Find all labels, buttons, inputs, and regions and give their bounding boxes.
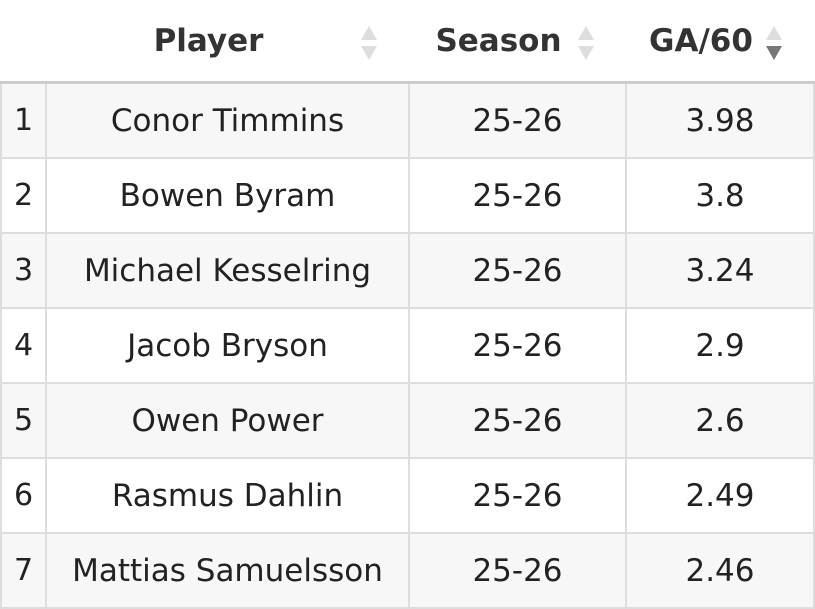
table-cell: 2.9 [627,309,815,384]
table-cell: 25-26 [410,309,627,384]
sort-up [766,26,782,40]
table-cell: 25-26 [410,84,627,159]
row-index: 1 [0,84,47,159]
table-cell: 25-26 [410,459,627,534]
row-index: 7 [0,534,47,609]
table-cell: Mattias Samuelsson [47,534,410,609]
table-cell: 25-26 [410,234,627,309]
sort-down [766,46,782,60]
table-cell: 3.24 [627,234,815,309]
table-cell: 2.49 [627,459,815,534]
sort-icon[interactable] [763,20,785,66]
sort-up [578,26,594,40]
table-cell: 25-26 [410,159,627,234]
column-header[interactable]: Season [435,23,562,59]
sort-icon[interactable] [358,20,380,66]
table-cell: 3.98 [627,84,815,159]
table-cell: 3.8 [627,159,815,234]
table-cell: Conor Timmins [47,84,410,159]
table-cell: 2.46 [627,534,815,609]
row-index: 3 [0,234,47,309]
table-cell: Bowen Byram [47,159,410,234]
column-header[interactable]: GA/60 [649,23,753,59]
table-cell: Rasmus Dahlin [47,459,410,534]
header-divider [0,81,815,84]
sort-up [361,26,377,40]
row-index: 6 [0,459,47,534]
table-cell: Michael Kesselring [47,234,410,309]
sort-icon[interactable] [575,20,597,66]
table-cell: 2.6 [627,384,815,459]
table-cell: 25-26 [410,534,627,609]
table-cell: Jacob Bryson [47,309,410,384]
row-index: 5 [0,384,47,459]
row-index: 2 [0,159,47,234]
sort-down [361,46,377,60]
row-index: 4 [0,309,47,384]
column-header[interactable]: Player [153,23,264,59]
table-cell: 25-26 [410,384,627,459]
table-cell: Owen Power [47,384,410,459]
sort-down [578,46,594,60]
